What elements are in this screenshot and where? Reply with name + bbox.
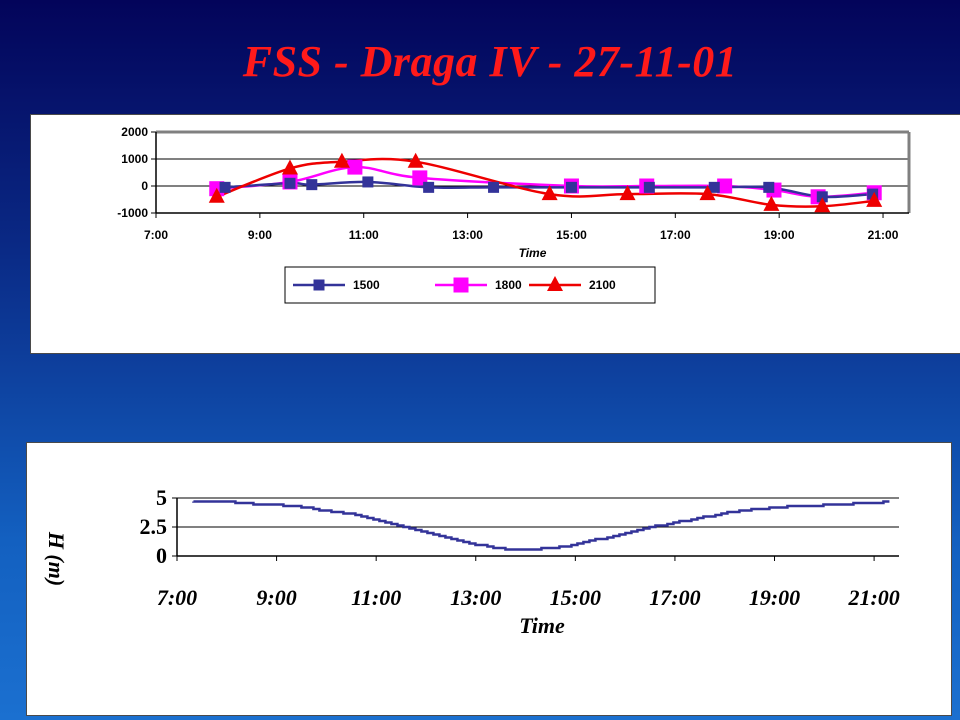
x-tick-label: 17:00 bbox=[660, 228, 691, 242]
x-tick-label: 19:00 bbox=[764, 228, 795, 242]
data-point-1800 bbox=[347, 159, 363, 175]
x-tick-label: 7:00 bbox=[144, 228, 168, 242]
x-tick-label: 19:00 bbox=[749, 585, 800, 610]
data-point-1800 bbox=[412, 170, 428, 186]
data-point-1500 bbox=[423, 181, 435, 193]
x-tick-label: 15:00 bbox=[556, 228, 587, 242]
data-point-1500 bbox=[708, 181, 720, 193]
y-axis-title: H (m) bbox=[44, 531, 69, 586]
data-point-2100 bbox=[333, 152, 350, 168]
data-point-1500 bbox=[219, 181, 231, 193]
water-level-line bbox=[192, 500, 890, 551]
x-tick-label: 15:00 bbox=[550, 585, 601, 610]
x-axis-title: Time bbox=[519, 613, 565, 638]
water-level-chart: 5 2.5 0 7:00 9:00 11:00 13:00 15:00 17:00 19:00 21… bbox=[44, 485, 900, 638]
data-point-2100 bbox=[866, 191, 883, 207]
series-2100 bbox=[216, 157, 875, 208]
y-tick-label: 2.5 bbox=[140, 514, 168, 539]
x-tick-label: 21:00 bbox=[847, 585, 899, 610]
top-chart-panel: 2000 1000 0 -1000 7:00 9:00 11:00 13:00 15:00 17:… bbox=[30, 114, 960, 354]
x-tick-label: 13:00 bbox=[452, 228, 483, 242]
x-tick-label: 21:00 bbox=[868, 228, 899, 242]
data-point-1500 bbox=[284, 177, 296, 189]
data-point-1500 bbox=[816, 191, 828, 203]
legend-marker-1500 bbox=[313, 279, 325, 291]
data-point-2100 bbox=[407, 152, 424, 168]
series-line-2100 bbox=[216, 157, 875, 208]
data-point-1500 bbox=[488, 181, 500, 193]
data-point-1500 bbox=[306, 179, 318, 191]
data-point-1500 bbox=[763, 181, 775, 193]
x-tick-label: 11:00 bbox=[351, 585, 401, 610]
y-tick-label: 0 bbox=[141, 179, 148, 193]
y-tick-label: 0 bbox=[156, 543, 167, 568]
data-point-1500 bbox=[643, 181, 655, 193]
legend-label-2100: 2100 bbox=[589, 278, 616, 292]
data-point-1500 bbox=[565, 181, 577, 193]
x-axis-title: Time bbox=[519, 246, 547, 260]
x-tick-label: 11:00 bbox=[349, 228, 379, 242]
y-tick-label: 2000 bbox=[121, 125, 148, 139]
data-point-1500 bbox=[362, 176, 374, 188]
data-point-2100 bbox=[619, 185, 636, 201]
data-point-1500 bbox=[867, 188, 879, 200]
x-tick-label: 13:00 bbox=[450, 585, 501, 610]
x-tick-label: 9:00 bbox=[256, 585, 296, 610]
y-tick-label: 1000 bbox=[121, 152, 148, 166]
y-tick-label: 5 bbox=[156, 485, 167, 510]
data-point-1800 bbox=[717, 178, 733, 194]
slide-title: FSS - Draga IV - 27-11-01 bbox=[242, 37, 738, 86]
data-point-2100 bbox=[208, 187, 225, 203]
x-tick-label: 7:00 bbox=[157, 585, 197, 610]
data-point-2100 bbox=[814, 197, 831, 213]
y-tick-label: -1000 bbox=[117, 206, 148, 220]
legend-label-1500: 1500 bbox=[353, 278, 380, 292]
x-tick-label: 17:00 bbox=[649, 585, 700, 610]
data-point-2100 bbox=[541, 185, 558, 201]
bottom-chart-panel: 5 2.5 0 7:00 9:00 11:00 13:00 15:00 17:00 19:00 21… bbox=[26, 442, 952, 716]
wave-height-chart: 2000 1000 0 -1000 7:00 9:00 11:00 13:00 15:00 17:… bbox=[117, 125, 911, 304]
x-tick-label: 9:00 bbox=[248, 228, 272, 242]
legend-label-1800: 1800 bbox=[495, 278, 522, 292]
data-point-2100 bbox=[763, 195, 780, 211]
data-point-2100 bbox=[699, 185, 716, 201]
legend-marker-2100 bbox=[547, 276, 563, 291]
legend: 1500 1800 2100 bbox=[284, 266, 656, 304]
legend-marker-1800 bbox=[453, 277, 469, 293]
data-point-2100 bbox=[281, 159, 298, 175]
